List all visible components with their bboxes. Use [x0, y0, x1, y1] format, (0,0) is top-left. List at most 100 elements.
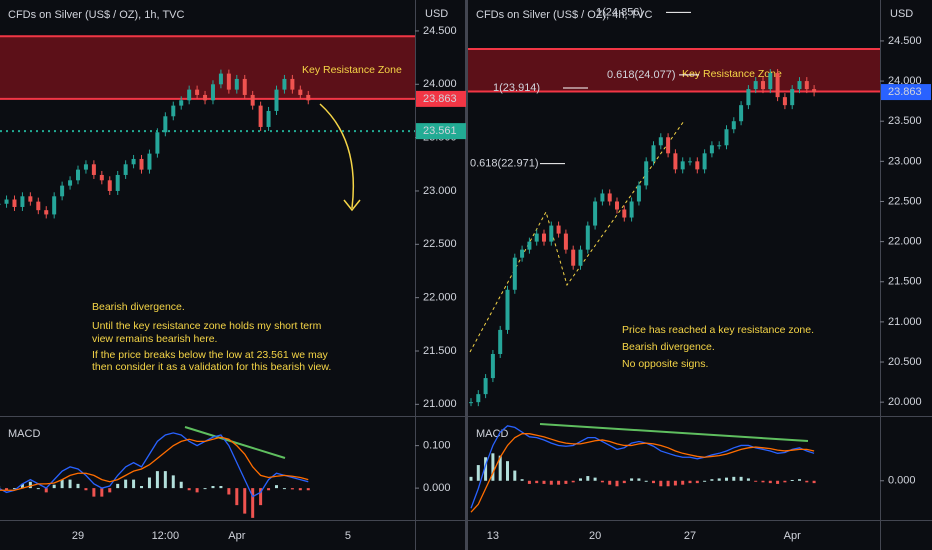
histogram-bar	[147, 477, 151, 489]
annotation: Until the key resistance zone holds my s…	[92, 320, 322, 332]
y-tick-label: 24.000	[423, 78, 457, 90]
y-tick-label: 22.000	[423, 292, 457, 304]
candle	[20, 196, 25, 207]
candle	[585, 225, 590, 250]
histogram-bar	[652, 480, 655, 484]
histogram-bar	[666, 480, 670, 487]
candle	[83, 164, 88, 170]
candle	[797, 81, 802, 90]
candle	[651, 145, 656, 162]
histogram-bar	[132, 479, 136, 489]
candle	[99, 174, 104, 181]
annotation: then consider it as a validation for thi…	[92, 361, 331, 373]
candle	[549, 225, 554, 242]
candle	[290, 78, 295, 90]
histogram-bar	[203, 488, 207, 490]
candle	[226, 73, 231, 90]
x-tick-label: 13	[487, 530, 499, 542]
candle	[746, 89, 751, 106]
histogram-bar	[637, 478, 641, 481]
candle	[717, 145, 722, 147]
candle	[571, 249, 576, 266]
histogram-bar	[557, 480, 561, 485]
candle	[60, 185, 65, 197]
y-tick-label: 21.000	[888, 316, 922, 328]
histogram-bar	[219, 486, 223, 489]
histogram-bar	[527, 480, 531, 484]
histogram-bar	[179, 481, 183, 489]
y-tick-label: 23.000	[423, 185, 457, 197]
candle	[666, 137, 671, 154]
annotation: Price has reached a key resistance zone.	[622, 324, 814, 336]
x-tick-label: 12:00	[152, 530, 180, 542]
histogram-bar	[491, 453, 495, 481]
candle	[115, 174, 120, 191]
candle	[28, 196, 33, 202]
fib-label: 1(23.914)	[493, 82, 540, 94]
trendline	[469, 120, 685, 353]
annotation: If the price breaks below the low at 23.…	[92, 349, 329, 361]
histogram-bar	[768, 480, 772, 484]
price-tag-label: 23.863	[423, 93, 457, 105]
histogram-bar	[476, 465, 480, 481]
histogram-bar	[76, 483, 80, 489]
histogram-bar	[84, 488, 88, 491]
histogram-bar	[171, 475, 175, 489]
histogram-bar	[52, 484, 56, 489]
histogram-bar	[608, 480, 612, 485]
candle	[234, 78, 239, 90]
histogram-bar	[140, 486, 144, 489]
y-tick-label: 20.000	[888, 396, 922, 408]
candle	[534, 233, 539, 242]
x-tick-label: Apr	[228, 530, 245, 542]
histogram-bar	[506, 461, 509, 481]
candle	[147, 153, 152, 170]
histogram-bar	[275, 485, 278, 489]
candle	[804, 81, 809, 90]
histogram-bar	[600, 480, 604, 483]
candle	[644, 161, 649, 186]
histogram-bar	[44, 488, 48, 493]
price-tag	[416, 123, 466, 140]
candle	[658, 137, 663, 146]
candle	[203, 94, 208, 101]
histogram-bar	[116, 483, 120, 489]
histogram-bar	[195, 488, 199, 493]
histogram-bar	[108, 488, 112, 493]
divergence-line	[184, 426, 286, 459]
indicator-label: MACD	[476, 428, 508, 440]
candle	[724, 129, 729, 146]
histogram-bar	[717, 478, 721, 481]
histogram-bar	[187, 488, 191, 491]
histogram-bar	[60, 479, 64, 489]
y-tick-label: 20.500	[888, 356, 922, 368]
annotation: Bearish divergence.	[92, 301, 185, 313]
candle	[210, 84, 215, 101]
histogram-bar	[746, 478, 750, 481]
x-tick-label: 20	[589, 530, 601, 542]
chart-title: CFDs on Silver (US$ / OZ), 4h, TVC	[476, 9, 653, 21]
candle	[68, 180, 73, 186]
candle	[483, 378, 488, 395]
candle	[179, 100, 184, 106]
histogram-bar	[776, 480, 780, 484]
x-tick-label: Apr	[784, 530, 801, 542]
candle	[258, 105, 263, 127]
price-tag	[416, 90, 466, 107]
candle	[4, 199, 9, 204]
candle	[52, 196, 57, 215]
y-tick-label: 21.500	[423, 345, 457, 357]
candle	[790, 89, 795, 106]
histogram-bar	[535, 480, 539, 484]
histogram-bar	[593, 477, 597, 481]
histogram-bar	[579, 478, 582, 481]
candle	[171, 105, 176, 117]
y-tick-label: 24.000	[888, 75, 922, 87]
histogram-bar	[622, 480, 626, 484]
histogram-bar	[267, 488, 271, 491]
histogram-bar	[783, 480, 787, 483]
histogram-bar	[290, 488, 294, 490]
candle	[812, 89, 817, 93]
histogram-bar	[298, 488, 302, 491]
histogram-bar	[100, 488, 104, 497]
